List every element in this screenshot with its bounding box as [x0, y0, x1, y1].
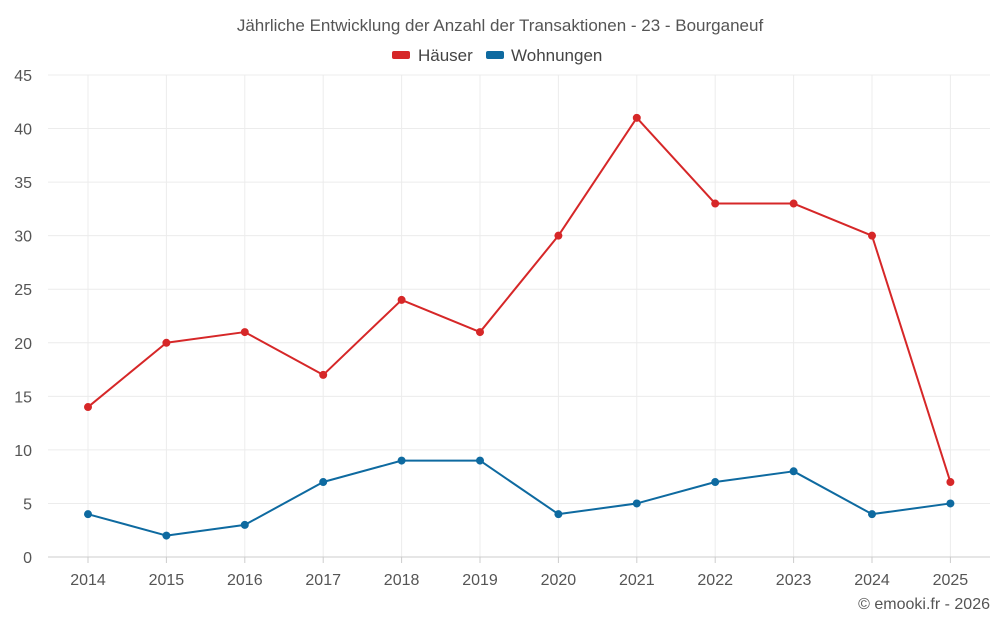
y-tick-label: 40 — [14, 122, 32, 139]
legend: Häuser Wohnungen — [392, 46, 602, 65]
y-tick-label: 5 — [23, 496, 32, 513]
series — [84, 113, 955, 540]
y-tick-label: 25 — [14, 282, 32, 299]
data-point-haeuser[interactable] — [711, 199, 720, 208]
chart-title: Jährliche Entwicklung der Anzahl der Tra… — [237, 16, 764, 35]
data-point-haeuser[interactable] — [319, 370, 328, 379]
y-tick-label: 15 — [14, 389, 32, 406]
legend-swatch-haeuser — [392, 51, 410, 59]
data-point-wohnungen[interactable] — [554, 510, 563, 519]
data-point-wohnungen[interactable] — [162, 531, 171, 540]
legend-item-haeuser[interactable]: Häuser — [392, 46, 473, 65]
x-tick-label: 2018 — [384, 572, 420, 589]
y-tick-label: 0 — [23, 550, 32, 567]
grid — [48, 74, 990, 557]
series-haeuser — [84, 113, 955, 487]
legend-label-haeuser: Häuser — [418, 46, 473, 65]
x-tick-label: 2025 — [933, 572, 969, 589]
data-point-wohnungen[interactable] — [789, 467, 798, 476]
data-point-wohnungen[interactable] — [397, 456, 406, 465]
data-point-haeuser[interactable] — [789, 199, 798, 208]
x-tick-label: 2015 — [149, 572, 185, 589]
data-point-wohnungen[interactable] — [632, 499, 641, 508]
y-tick-label: 20 — [14, 336, 32, 353]
data-point-wohnungen[interactable] — [240, 520, 249, 529]
series-line-wohnungen — [87, 459, 951, 537]
x-tick-label: 2024 — [854, 572, 890, 589]
data-point-wohnungen[interactable] — [476, 456, 484, 465]
x-tick-label: 2016 — [227, 572, 263, 589]
data-point-haeuser[interactable] — [554, 231, 563, 240]
credit-text: © emooki.fr - 2026 — [858, 596, 990, 613]
legend-item-wohnungen[interactable]: Wohnungen — [486, 46, 602, 65]
data-point-haeuser[interactable] — [946, 478, 955, 487]
data-point-haeuser[interactable] — [162, 338, 171, 347]
data-point-wohnungen[interactable] — [319, 478, 328, 487]
x-tick-label: 2017 — [305, 572, 341, 589]
legend-label-wohnungen: Wohnungen — [511, 46, 602, 65]
data-point-wohnungen[interactable] — [84, 510, 92, 519]
x-tick-label: 2021 — [619, 572, 655, 589]
series-line-haeuser — [87, 116, 952, 483]
data-point-wohnungen[interactable] — [711, 478, 720, 487]
x-tick-label: 2023 — [776, 572, 812, 589]
y-tick-label: 30 — [14, 229, 32, 246]
data-point-wohnungen[interactable] — [868, 510, 876, 519]
data-point-haeuser[interactable] — [84, 403, 92, 412]
data-point-haeuser[interactable] — [868, 231, 876, 240]
data-point-wohnungen[interactable] — [946, 499, 955, 508]
x-tick-label: 2019 — [462, 572, 498, 589]
legend-swatch-wohnungen — [486, 51, 504, 59]
y-tick-label: 45 — [14, 68, 32, 85]
series-wohnungen — [84, 456, 955, 540]
data-point-haeuser[interactable] — [632, 113, 641, 122]
x-tick-label: 2020 — [541, 572, 577, 589]
data-point-haeuser[interactable] — [476, 328, 484, 337]
x-tick-label: 2014 — [70, 572, 106, 589]
data-point-haeuser[interactable] — [240, 328, 249, 337]
x-tick-label: 2022 — [697, 572, 733, 589]
y-tick-label: 10 — [14, 443, 32, 460]
y-tick-label: 35 — [14, 175, 32, 192]
data-point-haeuser[interactable] — [397, 295, 406, 304]
